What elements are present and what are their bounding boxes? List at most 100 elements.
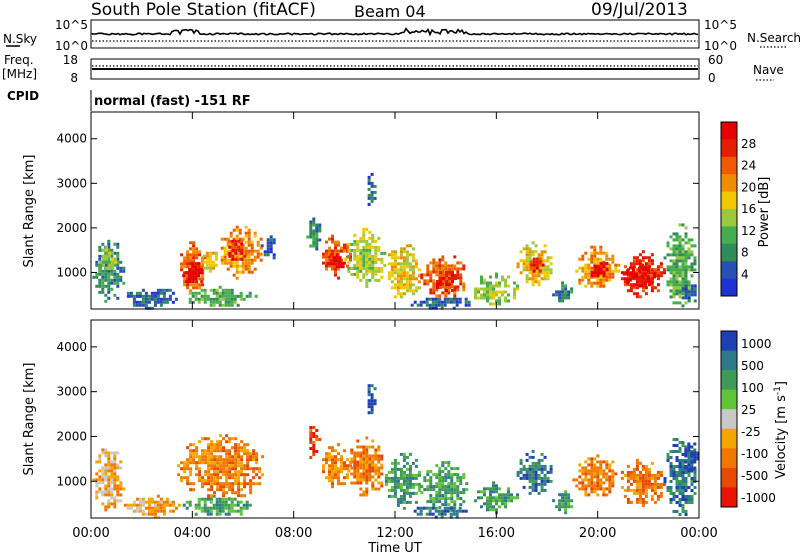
velocity-cell xyxy=(684,510,688,513)
power-cell xyxy=(501,278,504,282)
power-cell xyxy=(365,284,369,288)
power-cell xyxy=(626,269,629,273)
velocity-cell xyxy=(186,458,190,462)
velocity-cell xyxy=(104,493,108,497)
velocity-cell xyxy=(362,457,366,461)
velocity-cell xyxy=(590,478,594,482)
power-cell xyxy=(218,303,222,307)
velocity-cell xyxy=(343,476,346,480)
velocity-cell xyxy=(534,488,538,492)
power-cell xyxy=(641,286,645,290)
velocity-cell xyxy=(449,512,453,516)
power-cell xyxy=(534,274,538,278)
power-cell xyxy=(623,280,627,284)
velocity-cell xyxy=(258,467,262,471)
velocity-cell xyxy=(334,461,337,465)
velocity-cell xyxy=(519,467,523,471)
velocity-cell xyxy=(414,458,418,462)
velocity-cell xyxy=(234,467,238,471)
power-cell xyxy=(435,273,439,277)
velocity-cell xyxy=(197,500,201,504)
power-cell xyxy=(546,268,550,272)
power-cell xyxy=(377,248,381,252)
power-cell xyxy=(234,239,238,243)
power-cell xyxy=(602,274,606,278)
power-cell xyxy=(331,249,334,253)
velocity-cell xyxy=(377,481,381,485)
velocity-cell xyxy=(690,501,694,504)
power-cell xyxy=(233,294,237,298)
velocity-cell xyxy=(237,452,241,456)
velocity-cell xyxy=(611,475,615,479)
velocity-cell xyxy=(346,476,349,480)
velocity-cell xyxy=(596,481,600,485)
power-cell xyxy=(349,258,352,262)
velocity-cell xyxy=(177,473,181,477)
power-cell xyxy=(672,280,676,284)
velocity-cell xyxy=(396,500,400,504)
power-echo-region xyxy=(367,172,377,206)
velocity-cell xyxy=(116,484,120,488)
power-cell xyxy=(672,232,676,236)
velocity-cell xyxy=(605,460,609,464)
power-cell xyxy=(113,263,117,267)
power-cell xyxy=(113,272,117,276)
power-cell xyxy=(411,253,415,257)
power-cell xyxy=(495,275,498,279)
power-cell xyxy=(371,269,375,273)
velocity-cell xyxy=(669,480,673,483)
velocity-cell xyxy=(390,488,394,492)
power-cell xyxy=(247,243,251,247)
velocity-cell xyxy=(531,485,535,489)
power-cell xyxy=(95,272,99,276)
power-cell xyxy=(408,244,412,248)
power-cell xyxy=(186,256,190,260)
time-xticks: 00:00 04:00 08:00 12:00 16:00 20:00 00:00 xyxy=(72,112,718,541)
power-cell xyxy=(110,248,114,252)
power-cell xyxy=(635,295,639,299)
velocity-cell xyxy=(540,458,544,462)
power-cell xyxy=(98,248,102,252)
power-cell xyxy=(367,181,371,185)
power-cell xyxy=(641,256,645,260)
velocity-cell xyxy=(672,474,676,477)
power-cell xyxy=(141,303,145,307)
velocity-cell xyxy=(602,487,606,491)
velocity-cell xyxy=(516,496,519,500)
power-cell xyxy=(440,300,444,304)
power-cell xyxy=(656,271,660,275)
power-cell xyxy=(245,294,249,298)
power-cell xyxy=(593,281,597,285)
power-cell xyxy=(315,235,319,239)
velocity-cell xyxy=(675,477,679,480)
power-cell xyxy=(201,274,205,278)
velocity-cell xyxy=(207,488,211,492)
power-cell xyxy=(399,277,403,281)
velocity-cell xyxy=(462,473,466,477)
power-cell xyxy=(338,262,342,266)
velocity-cell xyxy=(367,405,371,409)
power-cell xyxy=(309,235,313,239)
velocity-cell xyxy=(444,485,448,489)
power-cell xyxy=(393,253,397,257)
power-ytick-label: 2000 xyxy=(56,221,87,235)
velocity-cell xyxy=(540,476,544,480)
power-echo-region xyxy=(590,262,609,278)
power-cell xyxy=(129,291,133,295)
power-cell xyxy=(450,285,454,289)
velocity-cell xyxy=(578,475,582,479)
power-cell xyxy=(635,280,639,284)
velocity-cell xyxy=(641,503,645,507)
power-cell xyxy=(638,266,641,270)
power-cell xyxy=(399,262,403,266)
velocity-cell xyxy=(434,506,438,510)
power-cell xyxy=(224,303,228,307)
velocity-cell xyxy=(192,488,196,492)
velocity-cell xyxy=(328,464,331,468)
power-cell xyxy=(626,281,629,285)
power-cell xyxy=(116,245,120,249)
power-cell xyxy=(214,251,218,255)
power-cell xyxy=(312,238,316,242)
power-cell xyxy=(447,273,451,277)
power-cell xyxy=(546,274,550,278)
